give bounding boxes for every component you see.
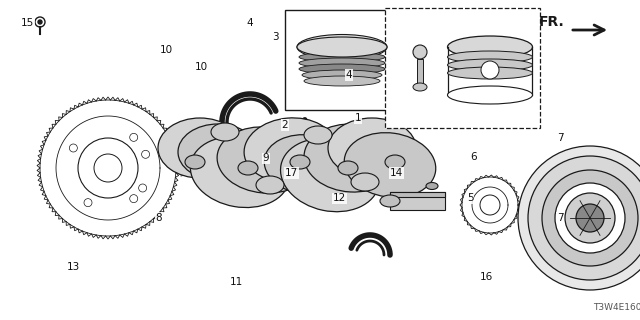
Circle shape bbox=[565, 193, 615, 243]
Ellipse shape bbox=[158, 118, 242, 178]
Ellipse shape bbox=[447, 86, 532, 104]
Circle shape bbox=[555, 183, 625, 253]
Ellipse shape bbox=[280, 138, 380, 212]
Text: FR.: FR. bbox=[540, 15, 565, 29]
Ellipse shape bbox=[447, 59, 532, 71]
Text: 4: 4 bbox=[246, 18, 253, 28]
Circle shape bbox=[38, 20, 42, 24]
Ellipse shape bbox=[299, 58, 385, 68]
Ellipse shape bbox=[211, 123, 239, 141]
Ellipse shape bbox=[302, 70, 382, 80]
Text: 8: 8 bbox=[156, 212, 162, 223]
Ellipse shape bbox=[344, 133, 436, 197]
Text: 7: 7 bbox=[557, 132, 563, 143]
Bar bbox=[385, 8, 540, 128]
Ellipse shape bbox=[264, 135, 352, 195]
Text: 6: 6 bbox=[470, 152, 477, 162]
Ellipse shape bbox=[447, 51, 532, 63]
Text: T3W4E1600: T3W4E1600 bbox=[593, 303, 640, 313]
Text: 14: 14 bbox=[390, 168, 403, 178]
Ellipse shape bbox=[290, 155, 310, 169]
Ellipse shape bbox=[185, 155, 205, 169]
Ellipse shape bbox=[190, 136, 290, 208]
Ellipse shape bbox=[217, 127, 313, 193]
Text: 17: 17 bbox=[285, 168, 298, 178]
Ellipse shape bbox=[413, 45, 427, 59]
Text: 9: 9 bbox=[262, 153, 269, 164]
Text: 7: 7 bbox=[557, 212, 563, 223]
Ellipse shape bbox=[328, 118, 416, 178]
Ellipse shape bbox=[297, 35, 387, 60]
Ellipse shape bbox=[256, 176, 284, 194]
Ellipse shape bbox=[338, 161, 358, 175]
Ellipse shape bbox=[447, 67, 532, 79]
Ellipse shape bbox=[426, 182, 438, 189]
Text: 10: 10 bbox=[195, 62, 208, 72]
Text: 13: 13 bbox=[67, 262, 80, 272]
Bar bbox=[285, 10, 400, 110]
Text: 15: 15 bbox=[21, 18, 34, 28]
Text: 2: 2 bbox=[282, 120, 288, 130]
Bar bbox=[417, 59, 423, 87]
Ellipse shape bbox=[447, 36, 532, 58]
Text: 12: 12 bbox=[333, 193, 346, 204]
Text: 1: 1 bbox=[355, 113, 362, 124]
Ellipse shape bbox=[304, 126, 332, 144]
Ellipse shape bbox=[413, 83, 427, 91]
Text: 3: 3 bbox=[272, 32, 278, 42]
Text: 4: 4 bbox=[346, 70, 352, 80]
Bar bbox=[390, 192, 445, 210]
Ellipse shape bbox=[244, 118, 336, 182]
Circle shape bbox=[518, 146, 640, 290]
Ellipse shape bbox=[178, 124, 258, 180]
Ellipse shape bbox=[299, 64, 385, 74]
Ellipse shape bbox=[380, 195, 400, 207]
Ellipse shape bbox=[304, 76, 380, 86]
Ellipse shape bbox=[385, 155, 405, 169]
Ellipse shape bbox=[297, 37, 387, 57]
Text: 10: 10 bbox=[160, 44, 173, 55]
Text: 16: 16 bbox=[480, 272, 493, 282]
Bar bbox=[390, 192, 445, 197]
Circle shape bbox=[481, 61, 499, 79]
Ellipse shape bbox=[299, 52, 385, 62]
Ellipse shape bbox=[304, 124, 400, 192]
Ellipse shape bbox=[238, 161, 258, 175]
Circle shape bbox=[542, 170, 638, 266]
Text: 5: 5 bbox=[467, 193, 474, 204]
Text: 11: 11 bbox=[230, 276, 243, 287]
Circle shape bbox=[576, 204, 604, 232]
Circle shape bbox=[528, 156, 640, 280]
Ellipse shape bbox=[351, 173, 379, 191]
